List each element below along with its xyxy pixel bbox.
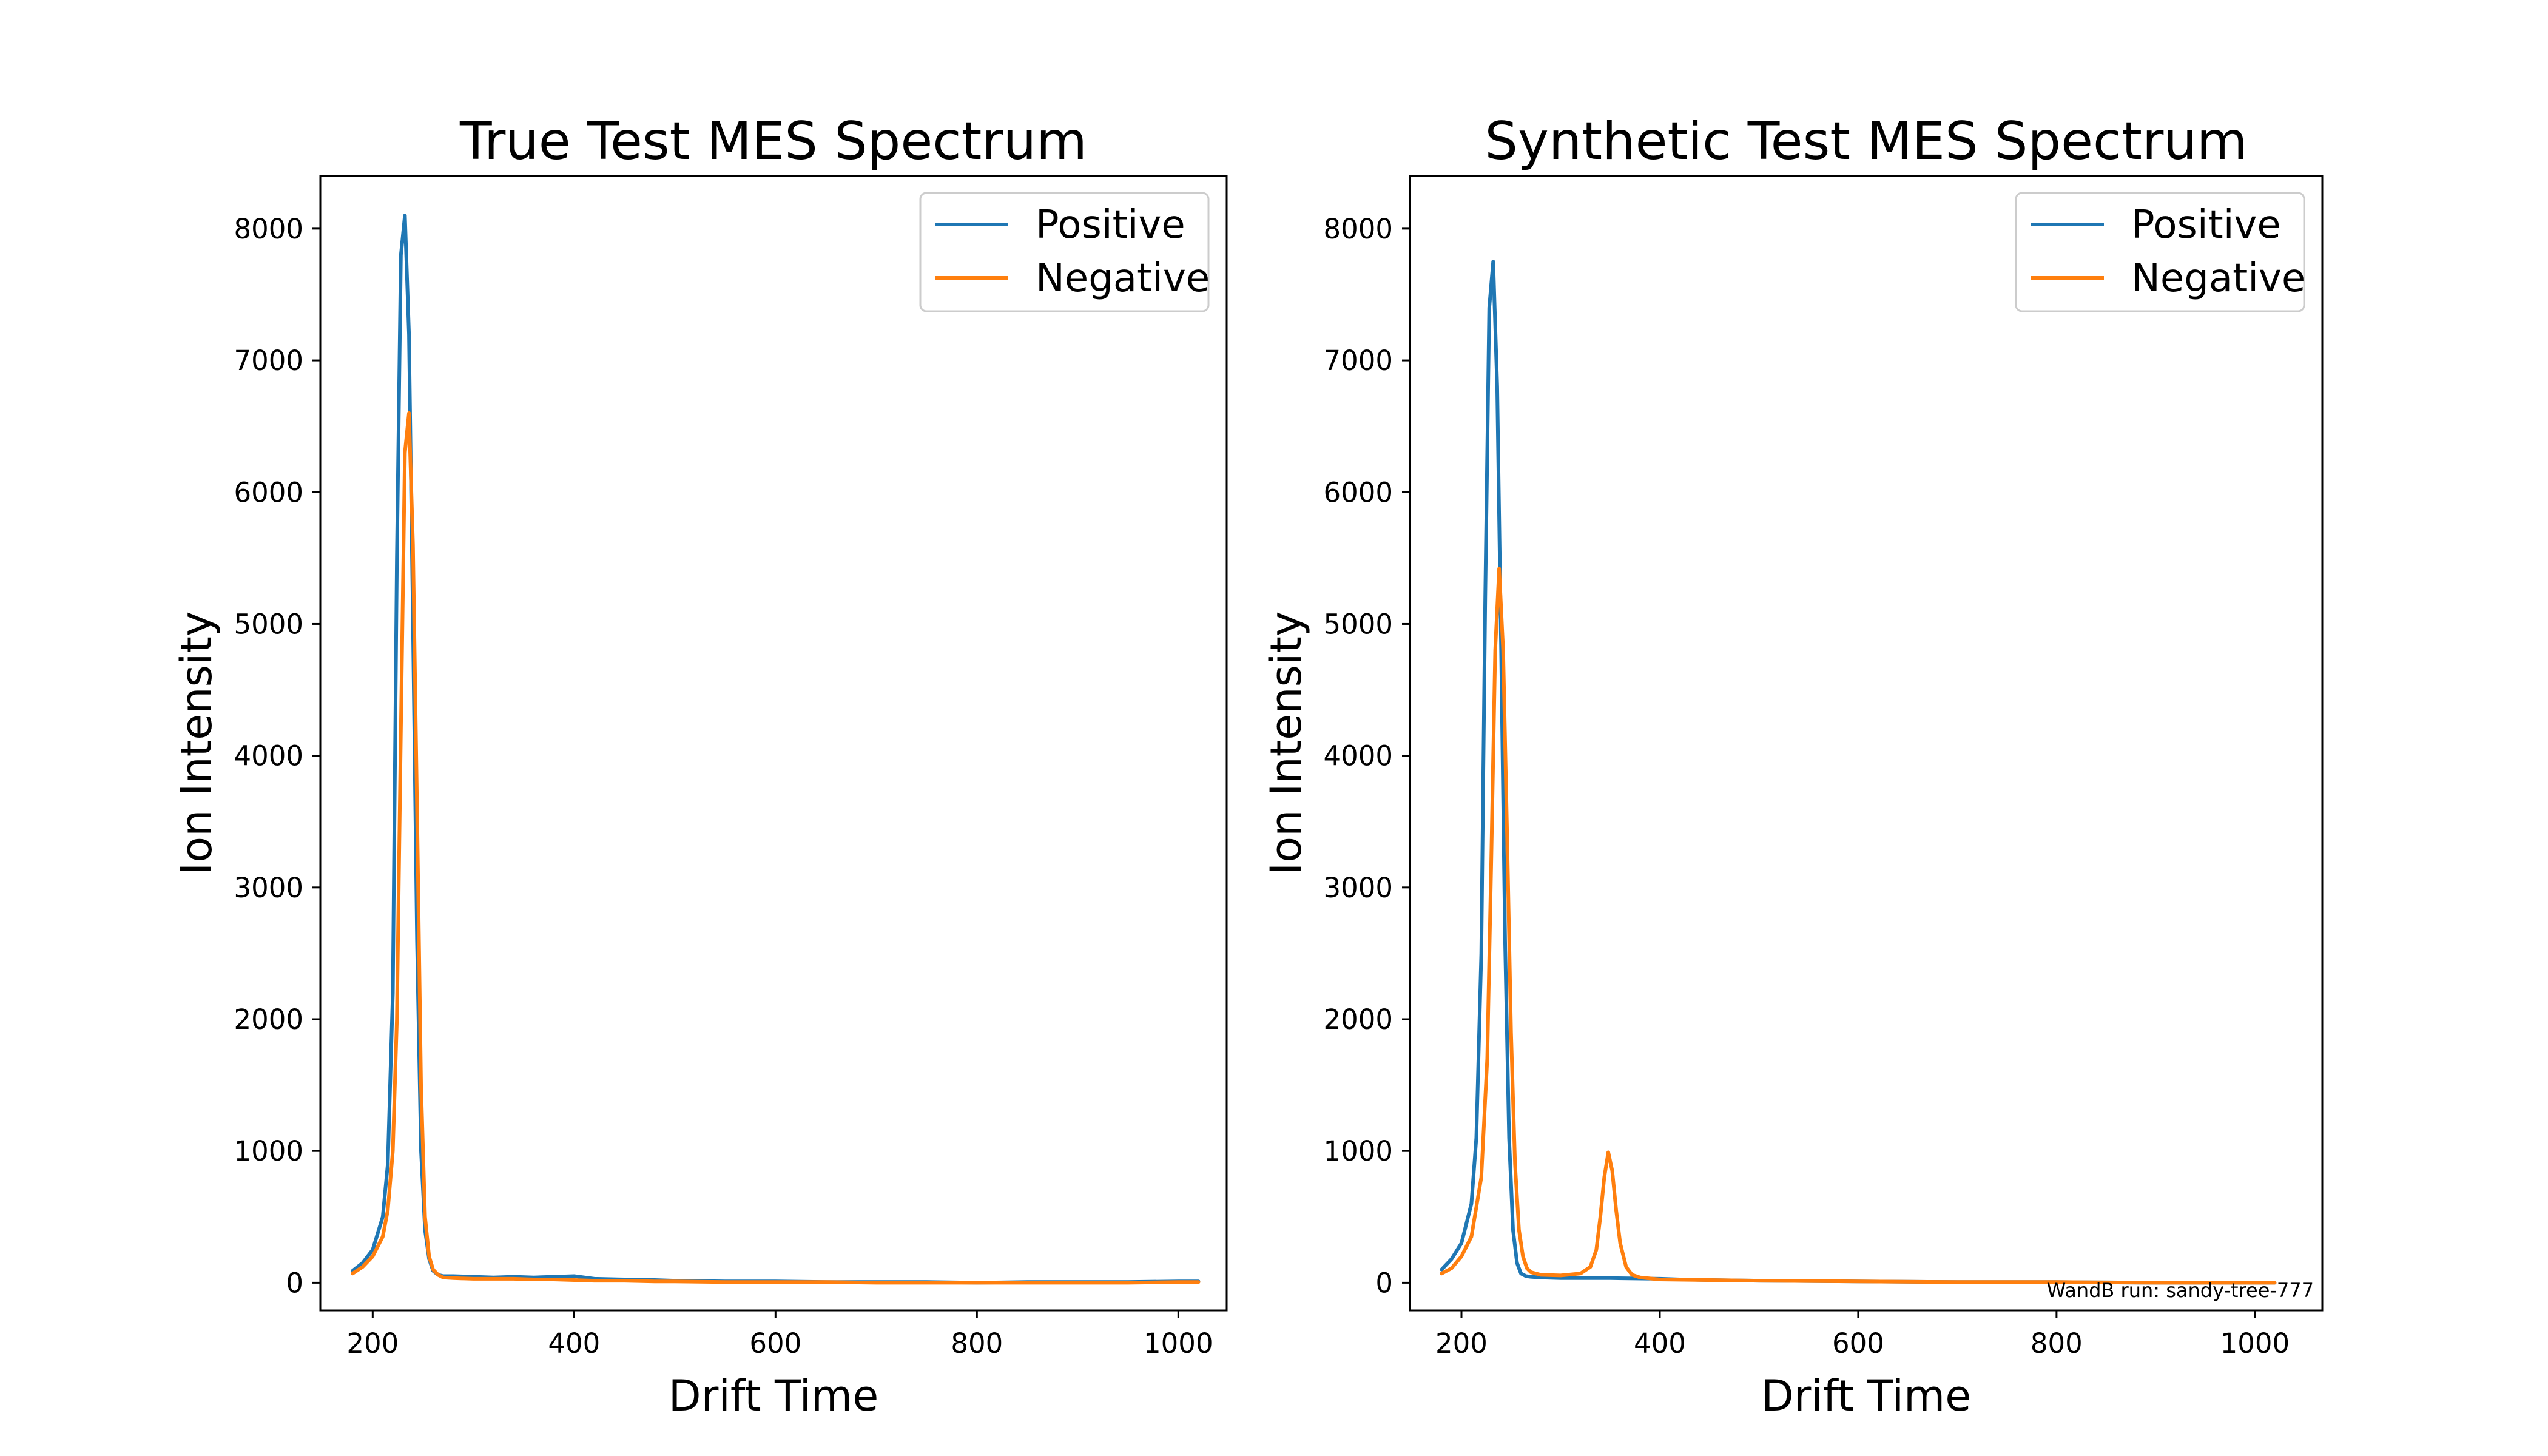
series-line-negative <box>1440 567 2277 1285</box>
plot-frame <box>319 175 1228 1312</box>
y-tick-label: 1000 <box>234 1135 303 1167</box>
true-spectrum-chart: 200 400 600 800 1000 0 1000 2000 3000 4000 5000 600… <box>172 111 1228 1421</box>
legend-label-positive: Positive <box>2131 203 2281 248</box>
y-axis-label: Ion Intensity <box>172 612 221 875</box>
legend-label-negative: Negative <box>2131 256 2305 301</box>
chart-title: Synthetic Test MES Spectrum <box>1485 111 2247 172</box>
y-tick-label: 6000 <box>1323 476 1393 508</box>
y-tick-label: 8000 <box>1323 213 1393 245</box>
y-tick-label: 3000 <box>234 872 303 904</box>
legend: Positive Negative <box>2015 192 2305 312</box>
y-tick-label: 4000 <box>1323 740 1393 772</box>
x-tick-label: 1000 <box>2220 1327 2290 1360</box>
series-line-positive <box>351 214 1201 1285</box>
x-tick-label: 1000 <box>1144 1327 1213 1360</box>
legend-label-positive: Positive <box>1036 203 1185 248</box>
y-tick-label: 0 <box>286 1267 303 1299</box>
x-tick-label: 400 <box>1634 1327 1686 1360</box>
plot-frame <box>1409 175 2324 1312</box>
legend-box <box>919 192 1210 312</box>
y-tick-label: 2000 <box>234 1003 303 1036</box>
y-tick-label: 7000 <box>1323 345 1393 377</box>
y-tick-label: 5000 <box>234 608 303 640</box>
synthetic-spectrum-chart: 200 400 600 800 1000 0 1000 2000 3000 4000 5000 600… <box>1261 111 2324 1421</box>
y-tick-label: 2000 <box>1323 1003 1393 1036</box>
x-axis-label: Drift Time <box>669 1371 879 1421</box>
y-axis-label: Ion Intensity <box>1261 612 1311 875</box>
x-tick-label: 800 <box>951 1327 1003 1360</box>
legend-box <box>2015 192 2305 312</box>
y-tick-label: 4000 <box>234 740 303 772</box>
x-tick-label: 400 <box>548 1327 600 1360</box>
series-line-positive <box>1440 260 2277 1285</box>
legend: Positive Negative <box>919 192 1210 312</box>
wandb-run-annotation: WandB run: sandy-tree-777 <box>2047 1279 2314 1302</box>
x-tick-label: 600 <box>749 1327 801 1360</box>
y-tick-label: 7000 <box>234 345 303 377</box>
legend-label-negative: Negative <box>1036 256 1210 301</box>
chart-title: True Test MES Spectrum <box>459 111 1087 172</box>
y-tick-label: 8000 <box>234 213 303 245</box>
y-tick-label: 6000 <box>234 476 303 508</box>
x-tick-label: 200 <box>346 1327 399 1360</box>
y-tick-label: 0 <box>1375 1267 1393 1299</box>
x-axis-label: Drift Time <box>1761 1371 1972 1421</box>
y-tick-label: 1000 <box>1323 1135 1393 1167</box>
y-tick-label: 5000 <box>1323 608 1393 640</box>
y-tick-label: 3000 <box>1323 872 1393 904</box>
x-tick-label: 600 <box>1832 1327 1884 1360</box>
x-tick-label: 200 <box>1435 1327 1488 1360</box>
series-line-negative <box>351 411 1201 1285</box>
x-tick-label: 800 <box>2031 1327 2083 1360</box>
